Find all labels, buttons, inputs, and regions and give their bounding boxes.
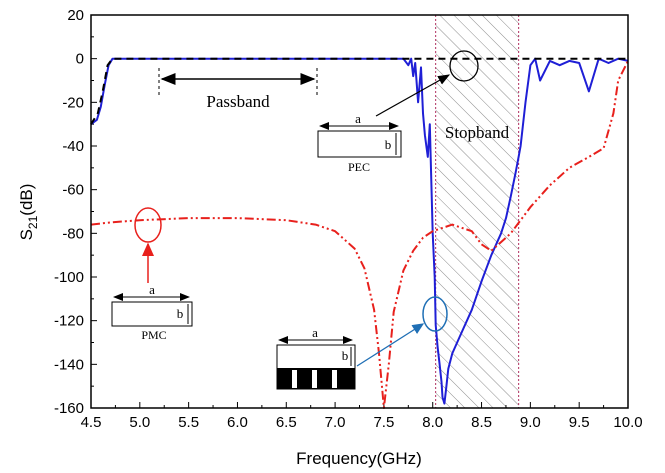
x-tick-label: 7.5 (373, 414, 394, 431)
ebg-arrow (356, 323, 425, 367)
svg-text:a: a (355, 111, 361, 126)
series-line-2 (90, 57, 628, 125)
x-tick-label: 5.5 (178, 414, 199, 431)
y-axis-title: S21(dB) (17, 184, 40, 241)
x-tick-label: 10.0 (613, 414, 642, 431)
x-tick-label: 4.5 (81, 414, 102, 431)
passband-annotation: Passband (158, 68, 318, 111)
series-layer (90, 57, 629, 409)
y-tick-label: -20 (62, 94, 84, 111)
svg-text:b: b (177, 306, 184, 321)
y-tick-label: -100 (54, 269, 84, 286)
x-tick-label: 8.0 (422, 414, 443, 431)
y-tick-label: -60 (62, 182, 84, 199)
ebg-circle (422, 296, 448, 332)
y-tick-label: 20 (67, 7, 84, 24)
y-ticks: 20 0 -20 -40 -60 -80 -100 -120 -140 -160 (54, 7, 97, 417)
plot-frame (90, 14, 629, 409)
svg-text:PMC: PMC (141, 328, 166, 342)
pmc-circle (134, 207, 162, 243)
x-tick-label: 6.0 (227, 414, 248, 431)
y-tick-label: -140 (54, 356, 84, 373)
x-tick-label: 6.5 (276, 414, 297, 431)
cutoff-circle (449, 50, 479, 82)
x-axis-title: Frequency(GHz) (296, 449, 422, 468)
y-axis-title-sub: 21 (26, 215, 40, 229)
svg-text:S21(dB): S21(dB) (17, 184, 40, 241)
passband-label: Passband (206, 92, 270, 111)
y-axis-title-unit: (dB) (17, 184, 36, 216)
y-tick-label: 0 (76, 51, 84, 68)
stopband-label: Stopband (445, 123, 510, 142)
pec-inset: a b PEC (317, 111, 402, 174)
y-tick-label: -40 (62, 138, 84, 155)
pmc-inset: a b PMC (111, 207, 193, 342)
x-tick-label: 8.5 (471, 414, 492, 431)
x-tick-label: 9.5 (569, 414, 590, 431)
svg-text:a: a (312, 325, 318, 340)
series-line-3 (90, 60, 629, 409)
x-tick-label: 7.0 (325, 414, 346, 431)
svg-text:PEC: PEC (348, 160, 370, 174)
y-tick-label: -80 (62, 225, 84, 242)
stopband-hatch (435, 15, 519, 408)
svg-text:b: b (342, 348, 349, 363)
y-axis-title-main: S (17, 229, 36, 240)
cutoff-annotation (375, 50, 479, 117)
y-tick-label: -120 (54, 313, 84, 330)
x-ticks: 4.5 5.0 5.5 6.0 6.5 7.0 7.5 8.0 8.5 9.0 9.5 10.0 (81, 402, 643, 431)
svg-text:b: b (385, 137, 392, 152)
cutoff-arrow (375, 74, 451, 117)
x-tick-label: 5.0 (129, 414, 150, 431)
x-tick-label: 9.0 (520, 414, 541, 431)
svg-text:a: a (149, 282, 155, 297)
stopband-region (435, 15, 520, 408)
y-tick-label: -160 (54, 400, 84, 417)
ebg-inset: a b (276, 296, 448, 390)
